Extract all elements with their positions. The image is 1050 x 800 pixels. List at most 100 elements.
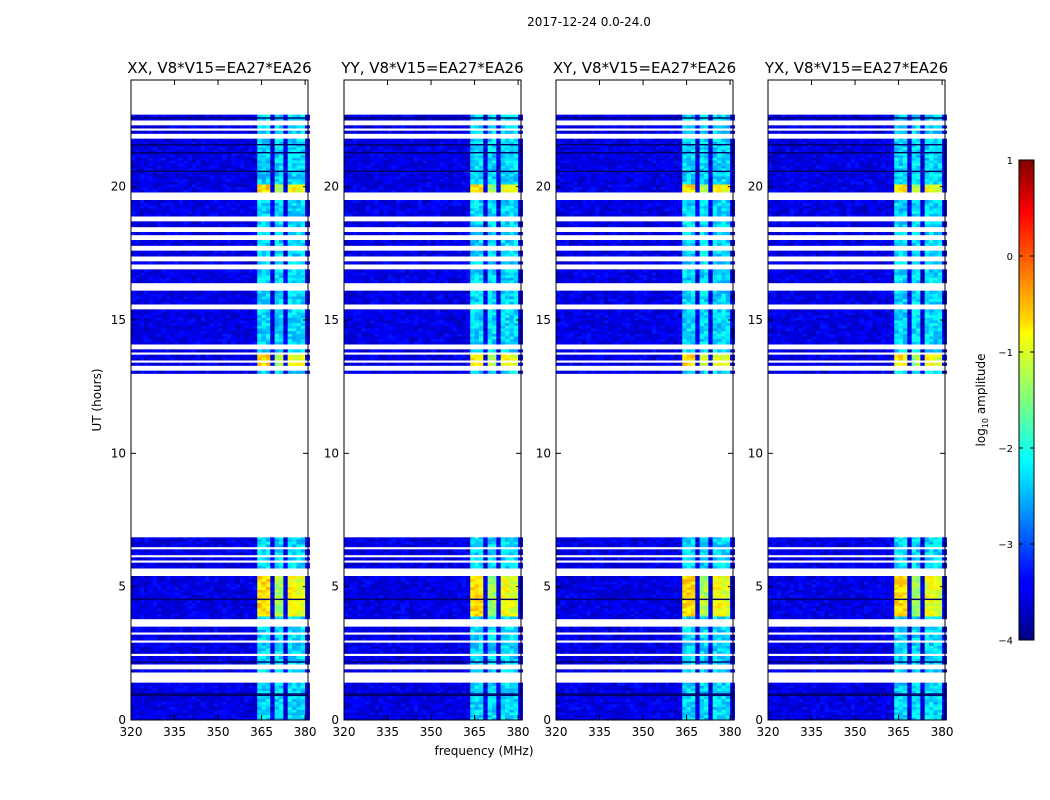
- heat-cell: [261, 125, 267, 129]
- heat-cell: [239, 586, 245, 590]
- heat-cell: [300, 696, 306, 700]
- heat-cell: [278, 362, 284, 366]
- heat-cell: [196, 608, 202, 612]
- heat-cell: [265, 645, 271, 649]
- heat-cell: [139, 138, 145, 142]
- heat-cell: [270, 650, 276, 654]
- heat-cell: [274, 261, 280, 265]
- heat-cell: [148, 616, 154, 620]
- heat-cell: [278, 240, 284, 244]
- heat-cell: [222, 538, 228, 542]
- heat-cell: [139, 661, 145, 665]
- heat-cell: [287, 696, 293, 700]
- heat-cell: [292, 549, 297, 553]
- heat-cell: [244, 600, 250, 604]
- heat-cell: [213, 584, 219, 588]
- heat-cell: [152, 576, 158, 580]
- heat-cell: [222, 594, 228, 598]
- x-tick-label: 365: [250, 725, 273, 739]
- heat-cell: [196, 565, 202, 569]
- heat-cell: [274, 610, 280, 614]
- heat-cell: [157, 690, 162, 694]
- heat-cell: [278, 578, 284, 582]
- heat-cell: [187, 221, 193, 225]
- heat-cell: [226, 557, 232, 561]
- heat-cell: [248, 656, 254, 660]
- heat-cell: [139, 349, 145, 353]
- heat-cell: [252, 661, 258, 665]
- heat-cell: [252, 544, 258, 548]
- heat-cell: [248, 586, 254, 590]
- heat-cell: [131, 656, 136, 660]
- heat-cell: [131, 669, 136, 673]
- heat-cell: [131, 661, 136, 665]
- heat-cell: [261, 709, 267, 713]
- heat-cell: [283, 712, 289, 716]
- heat-cell: [239, 261, 245, 265]
- heat-cell: [218, 250, 223, 254]
- heat-cell: [139, 656, 145, 660]
- heat-cell: [270, 200, 276, 204]
- heat-cell: [200, 578, 206, 582]
- heat-cell: [278, 594, 284, 598]
- heat-cell: [204, 290, 210, 294]
- heat-cell: [213, 661, 219, 665]
- heat-cell: [226, 637, 232, 641]
- heat-cell: [239, 696, 245, 700]
- heat-cell: [222, 642, 228, 646]
- heat-cell: [191, 565, 197, 569]
- heat-cell: [165, 544, 171, 548]
- heat-cell: [292, 537, 297, 540]
- heat-cell: [300, 648, 306, 652]
- heat-cell: [270, 250, 276, 254]
- heat-cell: [226, 629, 232, 633]
- heat-cell: [161, 221, 167, 225]
- heat-cell: [178, 240, 184, 244]
- heat-cell: [178, 565, 184, 569]
- heat-cell: [204, 637, 210, 641]
- heat-cell: [170, 629, 176, 633]
- heat-cell: [287, 629, 293, 633]
- heat-cell: [278, 354, 284, 358]
- heat-cell: [191, 130, 197, 134]
- heat-cell: [178, 701, 184, 705]
- heat-cell: [174, 125, 180, 129]
- heat-cell: [131, 629, 136, 633]
- heat-cell: [283, 562, 289, 566]
- heat-cell: [296, 584, 302, 588]
- heat-cell: [287, 608, 293, 612]
- heat-cell: [165, 656, 171, 660]
- heat-cell: [248, 709, 254, 713]
- heat-cell: [161, 690, 167, 694]
- heat-cell: [283, 250, 289, 254]
- heat-cell: [248, 685, 254, 689]
- heat-cell: [218, 637, 223, 641]
- heat-cell: [196, 706, 202, 710]
- heat-cell: [300, 240, 306, 244]
- heat-cell: [261, 537, 267, 540]
- heat-cell: [292, 610, 297, 614]
- heat-cell: [135, 704, 141, 708]
- flagged-row: [131, 170, 308, 173]
- heat-cell: [257, 698, 263, 702]
- heat-cell: [283, 682, 289, 686]
- heat-cell: [131, 650, 136, 654]
- heat-cell: [274, 626, 280, 630]
- heat-cell: [183, 200, 189, 204]
- heat-cell: [252, 349, 258, 353]
- heat-cell: [278, 125, 284, 129]
- heat-cell: [152, 605, 158, 609]
- heat-cell: [218, 634, 223, 638]
- heat-cell: [231, 594, 236, 598]
- heat-cell: [218, 589, 223, 593]
- heat-cell: [183, 626, 189, 630]
- heat-cell: [144, 701, 149, 705]
- heat-cell: [261, 578, 267, 582]
- heat-cell: [231, 562, 236, 566]
- heat-cell: [300, 656, 306, 660]
- heat-cell: [292, 130, 297, 134]
- heat-cell: [157, 586, 162, 590]
- heat-cell: [235, 240, 241, 244]
- heat-cell: [152, 600, 158, 604]
- heat-cell: [204, 576, 210, 580]
